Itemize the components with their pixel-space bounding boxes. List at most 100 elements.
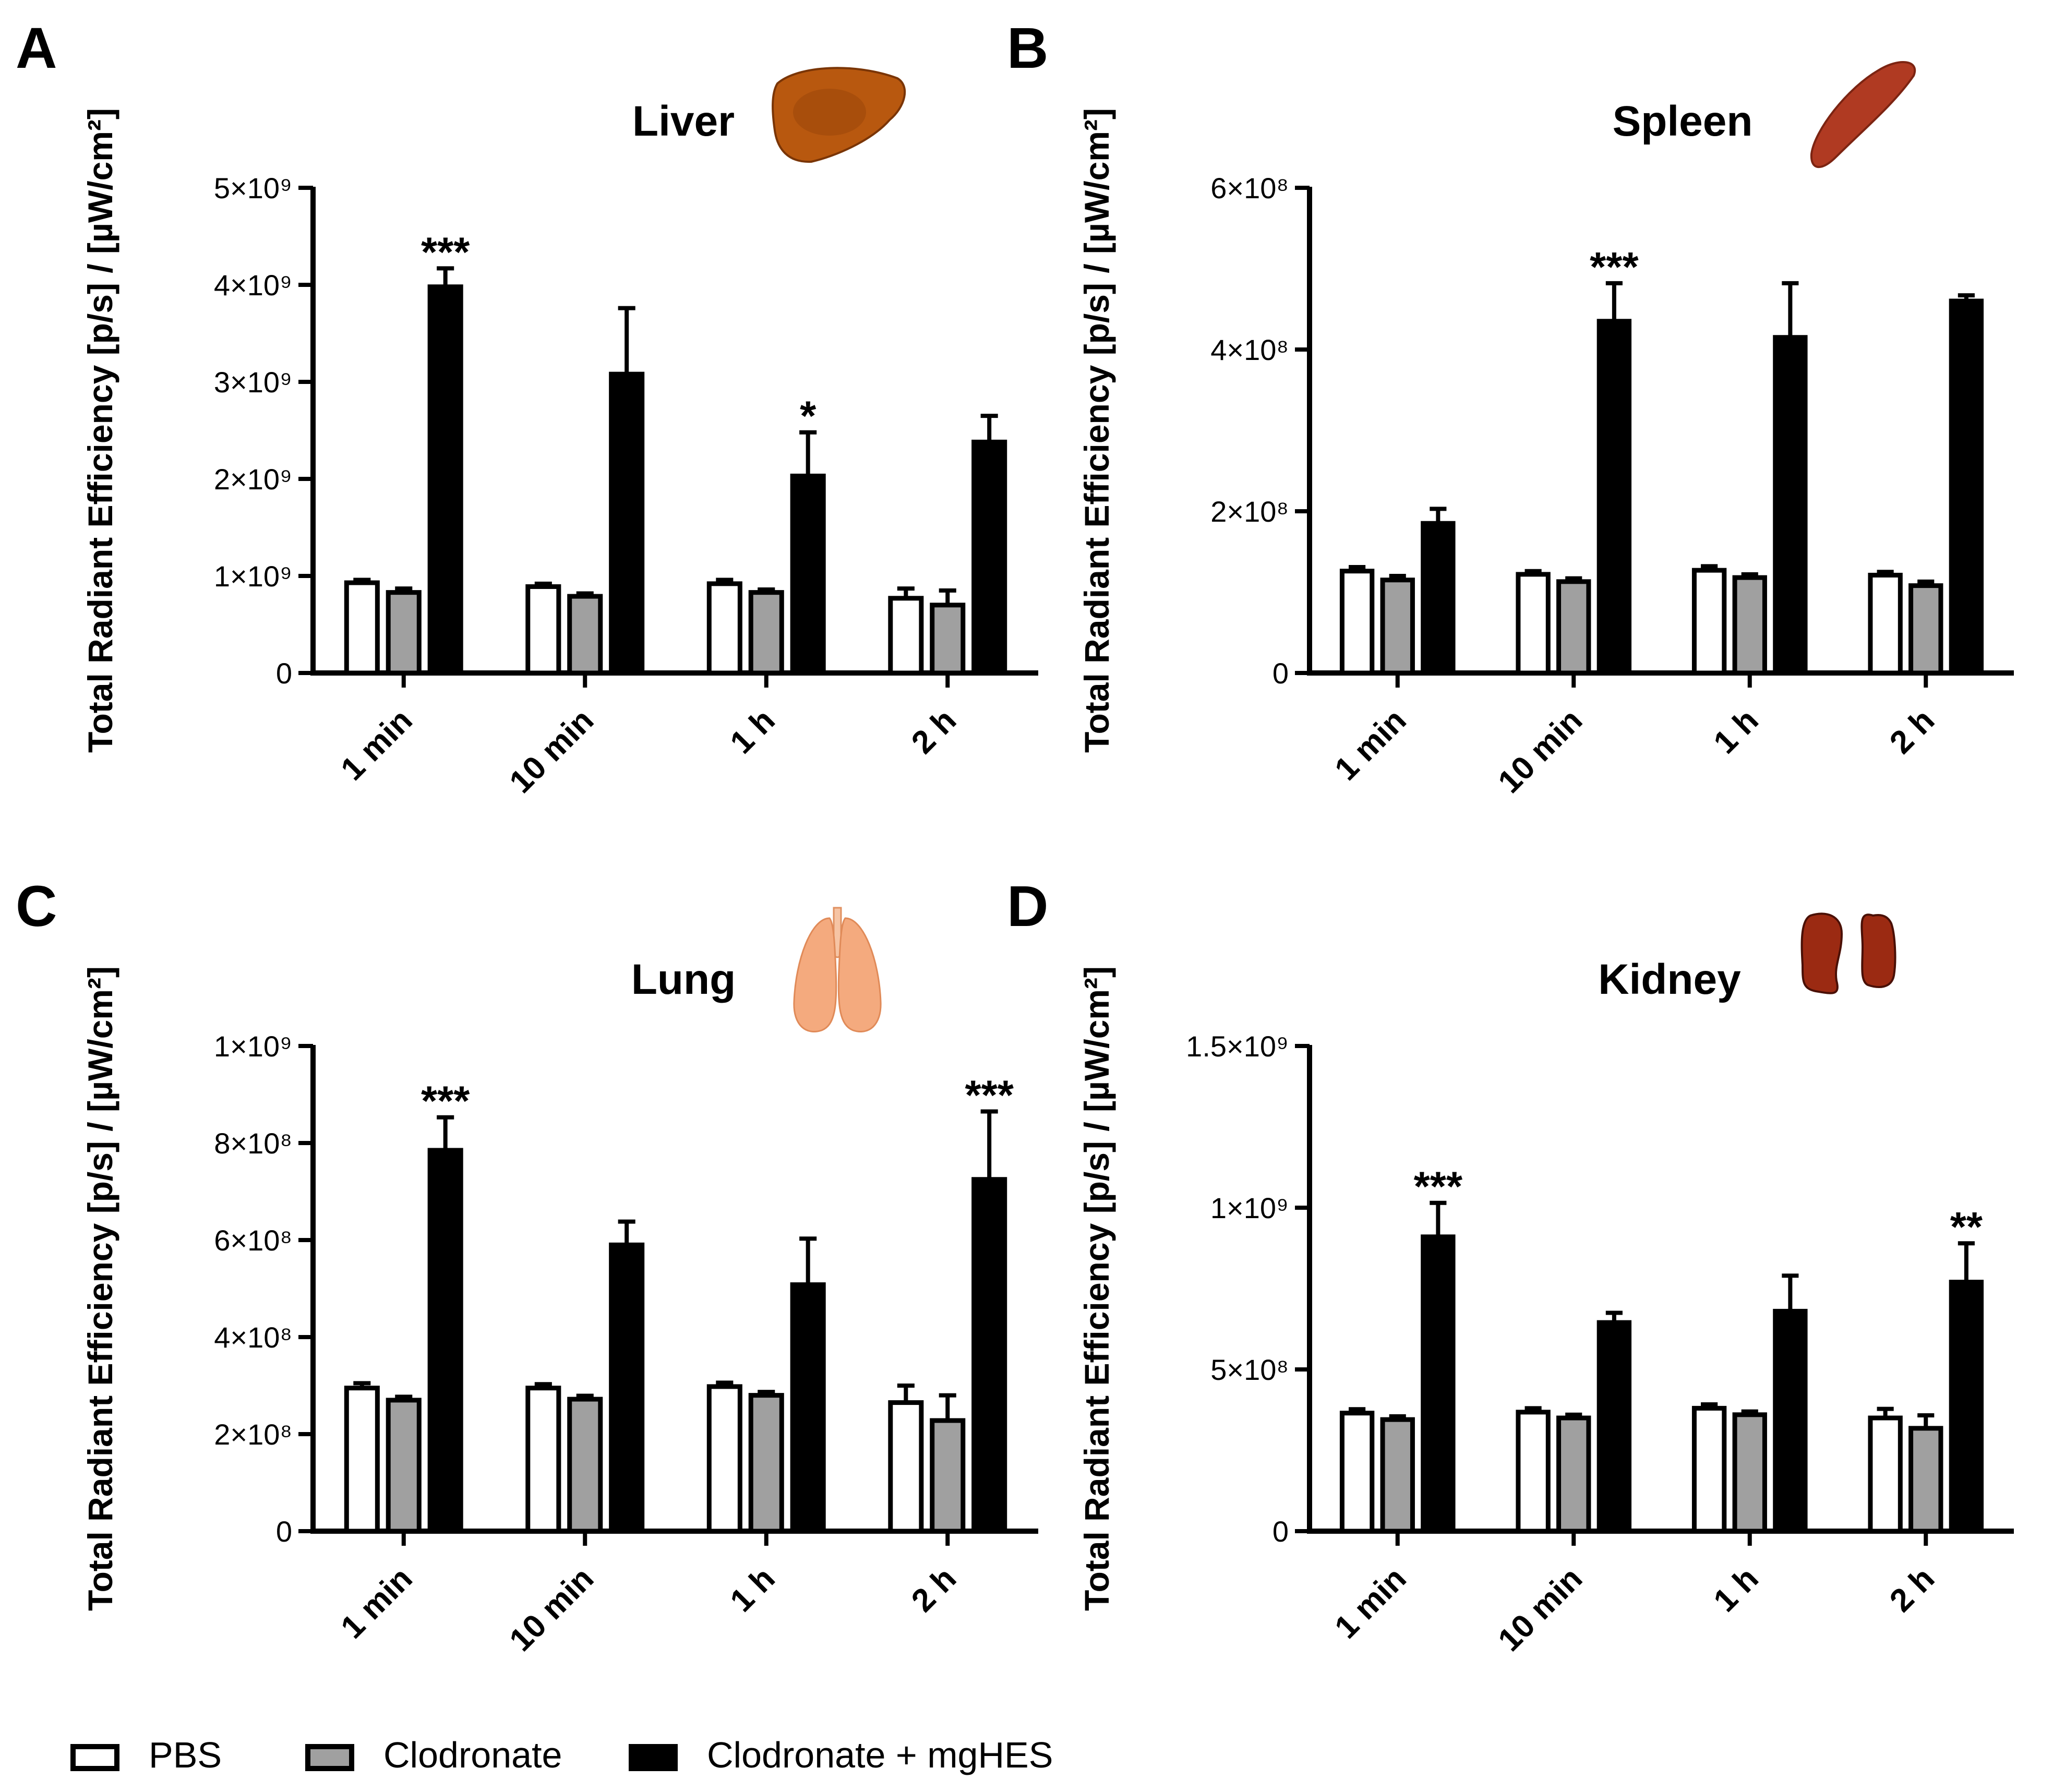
bar-clodronate xyxy=(386,1398,422,1534)
bar-clodronate xyxy=(567,594,603,676)
significance-label: *** xyxy=(421,228,470,275)
x-tick-label: 1 min xyxy=(1328,702,1413,787)
bar-clodronate xyxy=(930,603,966,676)
bar-pbs xyxy=(1516,1410,1551,1534)
bar-mghes xyxy=(427,1148,463,1534)
y-axis-label: Total Radiant Efficiency [p/s] / [µW/cm²… xyxy=(1077,108,1116,753)
chart-title: Liver xyxy=(632,98,735,145)
bar-mghes xyxy=(609,371,645,676)
chart-title: Kidney xyxy=(1598,956,1741,1003)
y-tick-label: 0 xyxy=(276,1515,292,1548)
bar-pbs xyxy=(1868,572,1903,676)
bar-clodronate xyxy=(386,590,422,676)
panels: A Liver Total Radiant Efficiency [p/s] / [… xyxy=(16,16,2014,1658)
x-tick-label: 1 h xyxy=(724,702,782,761)
kidney-icon xyxy=(1800,912,1896,994)
x-tick-label: 1 min xyxy=(334,702,419,787)
x-tick-label: 1 h xyxy=(724,1560,782,1619)
x-tick-label: 10 min xyxy=(502,1560,601,1658)
bar-mghes xyxy=(1773,335,1808,676)
panel-b: B Spleen Total Radiant Efficiency [p/s] / … xyxy=(1007,16,2014,800)
bar-clodronate xyxy=(930,1418,966,1534)
x-tick-label: 1 h xyxy=(1707,702,1766,761)
y-tick-label: 8×10⁸ xyxy=(214,1127,292,1160)
bar-pbs xyxy=(525,1386,561,1534)
bar-mghes xyxy=(1596,1320,1632,1534)
bar-mghes xyxy=(1421,521,1456,676)
bar-mghes xyxy=(1773,1308,1808,1534)
panel-d: D Kidney Total Radiant Efficiency [p/s] / … xyxy=(1007,874,2014,1658)
bar-mghes xyxy=(971,439,1007,676)
x-tick-label: 2 h xyxy=(1883,1560,1941,1619)
legend: PBS Clodronate Clodronate + mgHES xyxy=(70,1735,1053,1775)
panel-a: A Liver Total Radiant Efficiency [p/s] / [… xyxy=(16,16,1038,800)
bar-clodronate xyxy=(567,1397,603,1534)
y-axis-label: Total Radiant Efficiency [p/s] / [µW/cm²… xyxy=(81,108,119,753)
bar-mghes xyxy=(971,1177,1007,1534)
y-tick-label: 5×10⁸ xyxy=(1210,1353,1289,1386)
bar-pbs xyxy=(525,584,561,676)
bar-clodronate xyxy=(748,590,784,676)
y-tick-label: 2×10⁸ xyxy=(214,1418,292,1451)
bar-clodronate xyxy=(1380,1417,1415,1534)
y-tick-label: 6×10⁸ xyxy=(214,1224,292,1257)
y-tick-label: 1.5×10⁹ xyxy=(1186,1030,1289,1063)
bar-pbs xyxy=(1691,1405,1727,1534)
legend-label-mghes: Clodronate + mgHES xyxy=(707,1735,1053,1775)
y-tick-label: 0 xyxy=(1272,657,1289,690)
y-tick-label: 1×10⁹ xyxy=(214,560,292,593)
x-tick-label: 1 h xyxy=(1707,1560,1766,1619)
y-tick-label: 0 xyxy=(1272,1515,1289,1548)
bar-clodronate xyxy=(1732,575,1767,676)
bar-pbs xyxy=(1339,1411,1375,1534)
legend-item-clodronate: Clodronate xyxy=(305,1735,562,1775)
bar-clodronate xyxy=(1732,1412,1767,1534)
significance-label: *** xyxy=(421,1078,470,1124)
panel-letter: B xyxy=(1007,16,1048,80)
spleen-icon xyxy=(1810,61,1916,168)
bar-clodronate xyxy=(1908,583,1943,676)
bar-pbs xyxy=(1691,568,1727,676)
legend-item-mghes: Clodronate + mgHES xyxy=(629,1735,1053,1775)
y-tick-label: 4×10⁸ xyxy=(1210,333,1289,366)
x-tick-label: 2 h xyxy=(905,702,963,761)
x-tick-label: 10 min xyxy=(502,702,601,800)
bar-mghes xyxy=(609,1242,645,1534)
bar-pbs xyxy=(888,1400,924,1534)
bar-pbs xyxy=(344,580,380,676)
panel-letter: D xyxy=(1007,874,1048,939)
x-tick-label: 10 min xyxy=(1491,702,1589,800)
bar-pbs xyxy=(1516,572,1551,676)
legend-item-pbs: PBS xyxy=(70,1735,222,1775)
y-tick-label: 4×10⁹ xyxy=(214,269,292,302)
significance-label: *** xyxy=(1414,1163,1463,1210)
bar-pbs xyxy=(706,581,742,676)
bar-mghes xyxy=(1596,319,1632,676)
y-tick-label: 6×10⁸ xyxy=(1210,172,1289,205)
significance-label: ** xyxy=(1950,1204,1983,1250)
bar-clodronate xyxy=(1556,1415,1591,1534)
chart-title: Spleen xyxy=(1613,98,1753,145)
panel-c: C Lung Total Radiant Efficiency [p/s] / [µ… xyxy=(16,874,1038,1658)
bar-clodronate xyxy=(748,1393,784,1534)
x-tick-label: 2 h xyxy=(905,1560,963,1619)
significance-label: * xyxy=(800,393,817,439)
y-tick-label: 4×10⁸ xyxy=(214,1321,292,1354)
x-tick-label: 1 min xyxy=(1328,1560,1413,1645)
panel-letter: A xyxy=(16,16,57,80)
y-tick-label: 3×10⁹ xyxy=(214,366,292,399)
x-tick-label: 2 h xyxy=(1883,702,1941,761)
bar-clodronate xyxy=(1908,1426,1943,1534)
bar-mghes xyxy=(1949,298,1984,676)
bar-mghes xyxy=(790,473,826,676)
x-tick-label: 10 min xyxy=(1491,1560,1589,1658)
bar-mghes xyxy=(790,1282,826,1534)
bar-pbs xyxy=(888,596,924,676)
y-tick-label: 2×10⁸ xyxy=(1210,495,1289,528)
y-tick-label: 5×10⁹ xyxy=(214,172,292,205)
y-axis-label: Total Radiant Efficiency [p/s] / [µW/cm²… xyxy=(81,966,119,1611)
bar-pbs xyxy=(1339,569,1375,676)
bar-mghes xyxy=(1949,1280,1984,1534)
significance-label: *** xyxy=(1590,244,1639,290)
